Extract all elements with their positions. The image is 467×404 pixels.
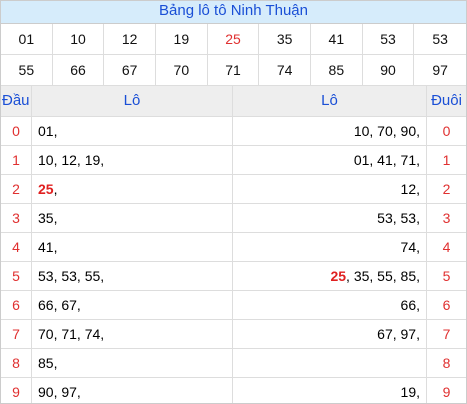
head-digit: 4 [1,233,32,262]
loto-right: 10, 70, 90, [233,117,427,146]
loto-right: 66, [233,291,427,320]
loto-right: 01, 41, 71, [233,146,427,175]
loto-item: 66, 67, [38,297,81,313]
loto-item: 41, [38,239,58,255]
loto-item: , [53,181,58,197]
loto-right: 53, 53, [233,204,427,233]
column-header: Lô [32,86,233,117]
tail-digit: 8 [427,349,466,378]
head-digit: 1 [1,146,32,175]
head-digit: 3 [1,204,32,233]
loto-item: 01, 41, 71, [353,152,420,168]
loto-item: 25 [38,181,54,197]
loto-item: 70, 71, 74, [38,326,105,342]
head-digit: 9 [1,378,32,403]
number-cell: 53 [414,24,466,55]
loto-left: 35, [32,204,233,233]
loto-item: 67, 97, [377,326,420,342]
number-cell: 41 [311,24,363,55]
loto-item: 66, [400,297,420,313]
tail-digit: 2 [427,175,466,204]
loto-right: 25, 35, 55, 85, [233,262,427,291]
loto-item: 01, [38,123,58,139]
tail-digit: 1 [427,146,466,175]
number-cell: 55 [1,55,53,86]
tail-digit: 9 [427,378,466,403]
number-cell: 90 [362,55,415,86]
number-cell: 74 [259,55,311,86]
tail-digit: 5 [427,262,466,291]
loto-left: 01, [32,117,233,146]
number-cell: 10 [52,24,105,55]
number-cell: 71 [207,55,260,86]
loto-left: 25, [32,175,233,204]
title: Bảng lô tô Ninh Thuận [1,1,466,24]
loto-item: 12, [400,181,420,197]
column-header: Đầu [1,86,32,117]
loto-item: 19, [400,384,420,400]
loto-item: 53, 53, 55, [38,268,105,284]
loto-right: 12, [233,175,427,204]
number-cell: 53 [362,24,415,55]
loto-item: 90, 97, [38,384,81,400]
loto-left: 85, [32,349,233,378]
loto-table: Đầu Lô Lô Đuôi 0 01, 10, 70, 90, 0 1 10, 12, 19, 0… [1,86,466,403]
loto-right: 74, [233,233,427,262]
tail-digit: 0 [427,117,466,146]
number-cell: 70 [156,55,208,86]
head-digit: 7 [1,320,32,349]
loto-item: 53, 53, [377,210,420,226]
loto-item: , 35, 55, 85, [346,268,420,284]
loto-item: 10, 70, 90, [353,123,420,139]
loto-left: 41, [32,233,233,262]
number-cell: 19 [156,24,208,55]
number-cell: 35 [259,24,311,55]
loto-left: 90, 97, [32,378,233,403]
loto-right: 19, [233,378,427,403]
loto-right: 67, 97, [233,320,427,349]
number-cell: 12 [104,24,156,55]
loto-left: 70, 71, 74, [32,320,233,349]
head-digit: 6 [1,291,32,320]
tail-digit: 7 [427,320,466,349]
number-cell: 66 [52,55,105,86]
number-cell: 01 [1,24,53,55]
head-digit: 2 [1,175,32,204]
loto-left: 53, 53, 55, [32,262,233,291]
loto-right [233,349,427,378]
loto-item: 10, 12, 19, [38,152,105,168]
loto-item: 85, [38,355,58,371]
head-digit: 5 [1,262,32,291]
column-header: Lô [233,86,427,117]
number-cell: 97 [414,55,466,86]
loto-left: 66, 67, [32,291,233,320]
number-cell: 25 [207,24,260,55]
number-cell: 67 [104,55,156,86]
tail-digit: 6 [427,291,466,320]
loto-item: 74, [400,239,420,255]
loto-left: 10, 12, 19, [32,146,233,175]
tail-digit: 3 [427,204,466,233]
number-grid: 01 10 12 19 25 35 41 53 53 55 66 67 70 71 74 85 90 97 [1,24,466,86]
loto-item: 35, [38,210,58,226]
tail-digit: 4 [427,233,466,262]
column-header: Đuôi [427,86,466,117]
head-digit: 0 [1,117,32,146]
loto-item: 25 [330,268,347,284]
number-cell: 85 [311,55,363,86]
head-digit: 8 [1,349,32,378]
